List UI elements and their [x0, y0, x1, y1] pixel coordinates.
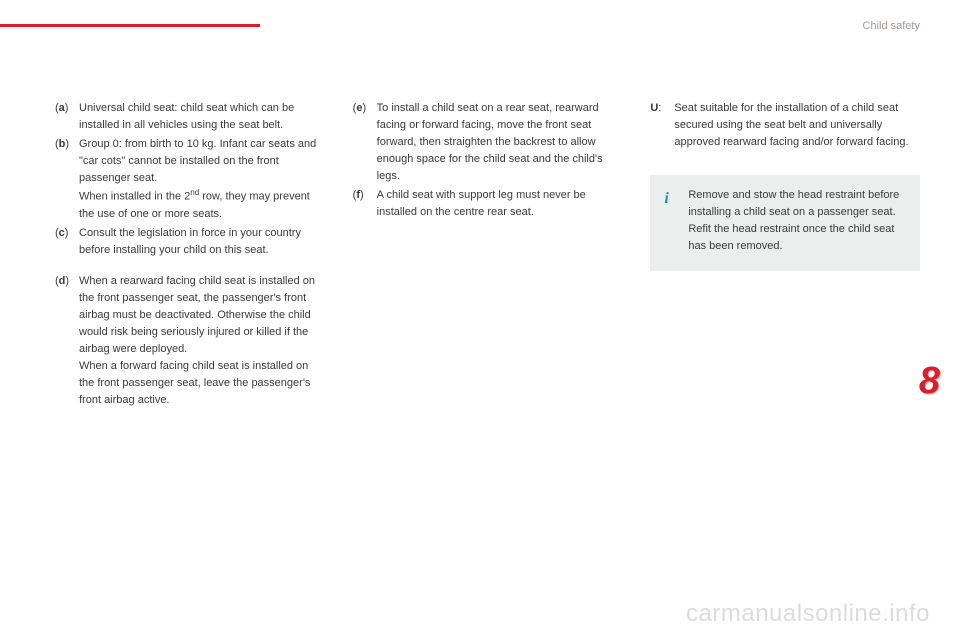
item-label: (f): [353, 187, 377, 221]
item-text: Consult the legislation in force in your…: [79, 225, 325, 259]
item-text: Seat suitable for the installation of a …: [674, 100, 920, 151]
item-text: A child seat with support leg must never…: [377, 187, 623, 221]
info-box: iRemove and stow the head restraint befo…: [650, 175, 920, 271]
list-item: (f)A child seat with support leg must ne…: [353, 187, 623, 221]
column-3: U:Seat suitable for the installation of …: [650, 100, 920, 411]
item-label: (e): [353, 100, 377, 185]
column-2: (e)To install a child seat on a rear sea…: [353, 100, 623, 411]
item-text: Group 0: from birth to 10 kg. Infant car…: [79, 136, 325, 223]
item-label: (d): [55, 273, 79, 409]
item-label: (b): [55, 136, 79, 223]
list-item: (a)Universal child seat: child seat whic…: [55, 100, 325, 134]
watermark: carmanualsonline.info: [686, 600, 930, 628]
item-text: Universal child seat: child seat which c…: [79, 100, 325, 134]
item-text: When a rearward facing child seat is ins…: [79, 273, 325, 409]
list-item: (c)Consult the legislation in force in y…: [55, 225, 325, 259]
list-item: U:Seat suitable for the installation of …: [650, 100, 920, 151]
header-accent-line: [0, 24, 260, 27]
item-label: (c): [55, 225, 79, 259]
list-item: (b)Group 0: from birth to 10 kg. Infant …: [55, 136, 325, 223]
section-title: Child safety: [863, 20, 920, 32]
column-1: (a)Universal child seat: child seat whic…: [55, 100, 325, 411]
content-area: (a)Universal child seat: child seat whic…: [55, 100, 920, 411]
item-text: To install a child seat on a rear seat, …: [377, 100, 623, 185]
chapter-number: 8: [919, 360, 940, 403]
item-label: U:: [650, 100, 674, 151]
info-text: Remove and stow the head restraint befor…: [688, 187, 906, 255]
item-label: (a): [55, 100, 79, 134]
list-item: (e)To install a child seat on a rear sea…: [353, 100, 623, 185]
info-icon: i: [664, 187, 678, 255]
list-item: (d)When a rearward facing child seat is …: [55, 273, 325, 409]
